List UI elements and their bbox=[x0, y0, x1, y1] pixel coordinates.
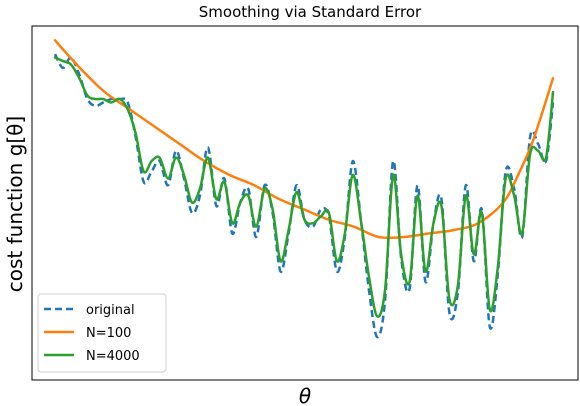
x-axis-label: θ bbox=[299, 384, 311, 406]
legend-label-n4000: N=4000 bbox=[86, 349, 140, 364]
legend-label-original: original bbox=[86, 303, 135, 318]
y-axis-label: cost function g[θ] bbox=[3, 116, 27, 292]
series-layer bbox=[53, 39, 555, 339]
chart-title: Smoothing via Standard Error bbox=[199, 3, 422, 21]
legend-label-n100: N=100 bbox=[86, 326, 131, 341]
plot-area bbox=[31, 25, 579, 381]
legend: original N=100 N=4000 bbox=[37, 293, 167, 373]
legend-box bbox=[37, 293, 167, 373]
series-line-original bbox=[53, 53, 555, 339]
series-line-n-4000 bbox=[53, 56, 555, 318]
series-line-n-100 bbox=[53, 39, 555, 240]
